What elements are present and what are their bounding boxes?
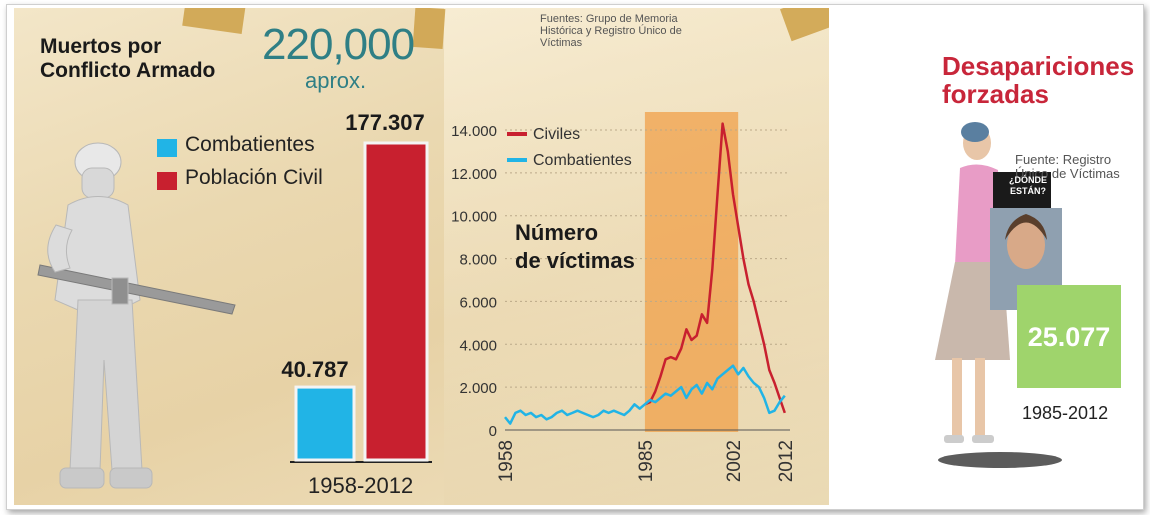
series-line-combatientes: [504, 364, 786, 425]
disappearances-box: [1017, 285, 1121, 388]
y-tick-label: 10.000: [451, 209, 497, 226]
protest-sign-text: ¿DÓNDE ESTÁN?: [1009, 175, 1047, 196]
y-tick-label: 6.000: [459, 294, 497, 311]
series-line-civiles: [644, 122, 786, 414]
left-bar-group: [294, 141, 429, 462]
y-tick-label: 4.000: [459, 337, 497, 354]
bar-chart-period: 1958-2012: [308, 473, 414, 498]
main-title: Muertos por Conflicto Armado: [40, 35, 216, 82]
x-tick-label: 2002: [724, 440, 745, 482]
legend-label-poblacion-civil: Población Civil: [185, 166, 323, 189]
y-tick-label: 12.000: [451, 166, 497, 183]
soldier-figure: [37, 142, 236, 489]
bar-value-combatientes: 40.787: [281, 357, 349, 382]
line-chart-title-line2: de víctimas: [515, 248, 635, 273]
legend-swatch-combatientes: [157, 139, 177, 157]
sources-note: Fuentes: Grupo de Memoria Histórica y Re…: [540, 13, 682, 49]
total-deaths-note: aprox.: [305, 68, 367, 93]
right-source-note: Fuente: Registro Único de Víctimas: [1015, 152, 1120, 181]
y-tick-label: 8.000: [459, 252, 497, 269]
x-tick-label: 2012: [776, 440, 797, 482]
right-title: Desapariciones forzadas: [942, 51, 1135, 109]
y-tick-label: 2.000: [459, 380, 497, 397]
bar-poblacion-civil: [363, 141, 429, 462]
x-tick-label: 1985: [636, 440, 657, 482]
legend-swatch-poblacion-civil: [157, 172, 177, 190]
legend-label-combatientes: Combatientes: [185, 133, 315, 156]
legend-swatch-civiles: [507, 132, 527, 136]
x-tick-label: 1958: [496, 440, 517, 482]
bar-combatientes: [294, 385, 356, 462]
y-tick-label: 0: [489, 423, 497, 440]
bar-value-poblacion-civil: 177.307: [345, 110, 425, 135]
disappearances-value: 25.077: [1027, 322, 1111, 352]
line-chart: 0 2.000 4.000 6.000 8.000 10.000 12.000 14.000 1…: [451, 112, 797, 482]
y-tick-label: 14.000: [451, 123, 497, 140]
total-deaths-value: 220,000: [262, 20, 415, 69]
disappearances-period: 1985-2012: [1022, 403, 1109, 423]
legend-label-combatientes: Combatientes: [533, 152, 632, 169]
legend-swatch-combatientes: [507, 158, 527, 162]
legend-label-civiles: Civiles: [533, 126, 580, 143]
line-chart-title-line1: Número: [515, 220, 598, 245]
